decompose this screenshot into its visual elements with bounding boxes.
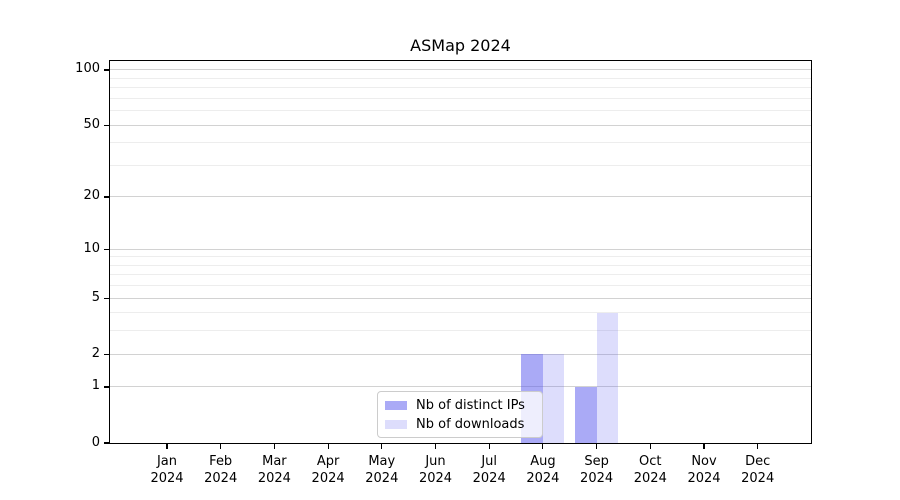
y-tick	[104, 196, 109, 198]
y-tick-label: 100	[75, 61, 100, 77]
x-tick	[273, 444, 275, 449]
x-tick-month: Nov	[691, 454, 717, 469]
x-tick-month: Feb	[209, 454, 233, 469]
x-tick	[596, 444, 598, 449]
bar-downloads	[542, 354, 565, 443]
x-tick	[649, 444, 651, 449]
legend-swatch-distinct-ips	[385, 400, 407, 410]
y-tick	[104, 248, 109, 250]
y-tick	[104, 353, 109, 355]
y-gridline-minor	[110, 164, 811, 166]
x-tick	[327, 444, 329, 449]
y-gridline-major	[110, 196, 811, 198]
y-gridline-major	[110, 69, 811, 71]
x-tick-label: Sep 2024	[567, 453, 627, 487]
y-tick-label: 5	[91, 289, 100, 305]
x-tick	[488, 444, 490, 449]
y-gridline-minor	[110, 142, 811, 144]
x-tick-month: Jul	[481, 454, 498, 469]
legend-label-downloads: Nb of downloads	[416, 416, 525, 432]
y-tick-label: 0	[91, 434, 100, 450]
x-tick-month: Apr	[316, 454, 340, 469]
y-tick-label: 50	[83, 116, 100, 132]
y-gridline-minor	[110, 285, 811, 287]
y-tick-label: 10	[83, 240, 100, 256]
x-tick-year: 2024	[526, 471, 560, 486]
y-gridline-minor	[110, 264, 811, 266]
y-gridline-minor	[110, 330, 811, 332]
x-tick-month: Jun	[425, 454, 446, 469]
x-tick	[703, 444, 705, 449]
x-tick-month: Jan	[156, 454, 178, 469]
x-tick-year: 2024	[472, 471, 506, 486]
legend-label-distinct-ips: Nb of distinct IPs	[416, 397, 525, 413]
y-gridline-minor	[110, 110, 811, 112]
bar-downloads	[596, 312, 619, 443]
x-tick-label: Dec 2024	[728, 453, 788, 487]
x-tick-month: Oct	[639, 454, 662, 469]
y-tick	[104, 69, 109, 71]
x-tick-label: Jul 2024	[459, 453, 519, 487]
y-gridline-minor	[110, 97, 811, 99]
x-tick-label: Nov 2024	[674, 453, 734, 487]
x-tick-year: 2024	[687, 471, 721, 486]
y-gridline-major	[110, 297, 811, 299]
x-tick-year: 2024	[311, 471, 345, 486]
x-tick-label: May 2024	[352, 453, 412, 487]
y-tick-label: 2	[91, 345, 100, 361]
y-tick	[104, 124, 109, 126]
x-tick	[381, 444, 383, 449]
legend-swatch-downloads	[385, 419, 407, 429]
x-tick-year: 2024	[150, 471, 184, 486]
x-tick-month: Mar	[262, 454, 287, 469]
y-gridline-minor	[110, 312, 811, 314]
y-gridline-major	[110, 124, 811, 126]
x-tick-label: Jan 2024	[137, 453, 197, 487]
x-tick-label: Feb 2024	[191, 453, 251, 487]
y-gridline-major	[110, 248, 811, 250]
x-tick-year: 2024	[418, 471, 453, 486]
y-gridline-minor	[110, 87, 811, 89]
x-tick-month: Aug	[530, 454, 556, 469]
y-tick	[104, 442, 109, 444]
x-tick	[542, 444, 544, 449]
x-tick	[220, 444, 222, 449]
y-tick-label: 1	[91, 378, 100, 394]
x-tick-label: Oct 2024	[620, 453, 680, 487]
legend: Nb of distinct IPs Nb of downloads	[377, 391, 543, 438]
x-tick	[757, 444, 759, 449]
chart-title: ASMap 2024	[410, 36, 511, 55]
x-tick-year: 2024	[633, 471, 667, 486]
plot-area	[109, 60, 812, 444]
x-tick-label: Mar 2024	[244, 453, 304, 487]
legend-item-downloads: Nb of downloads	[385, 415, 535, 433]
y-gridline-minor	[110, 256, 811, 258]
y-gridline-minor	[110, 274, 811, 276]
bar-distinct-ips	[575, 386, 597, 443]
x-tick-label: Jun 2024	[406, 453, 466, 487]
x-tick-year: 2024	[741, 471, 775, 486]
x-tick-month: May	[368, 454, 396, 469]
y-gridline-minor	[110, 77, 811, 79]
x-tick	[434, 444, 437, 449]
y-tick-label: 20	[83, 188, 100, 204]
x-tick-label: Apr 2024	[298, 453, 358, 487]
x-tick-year: 2024	[365, 471, 399, 486]
x-tick-month: Sep	[584, 454, 609, 469]
x-tick-year: 2024	[580, 471, 614, 486]
y-gridline-major	[110, 386, 811, 388]
legend-item-distinct-ips: Nb of distinct IPs	[385, 396, 535, 414]
x-tick-year: 2024	[204, 471, 238, 486]
x-tick-year: 2024	[257, 471, 291, 486]
y-gridline-major	[110, 353, 811, 355]
x-tick-month: Dec	[745, 454, 771, 469]
y-tick	[104, 297, 109, 299]
y-tick	[104, 386, 109, 388]
x-tick-label: Aug 2024	[513, 453, 573, 487]
x-tick	[166, 444, 168, 449]
